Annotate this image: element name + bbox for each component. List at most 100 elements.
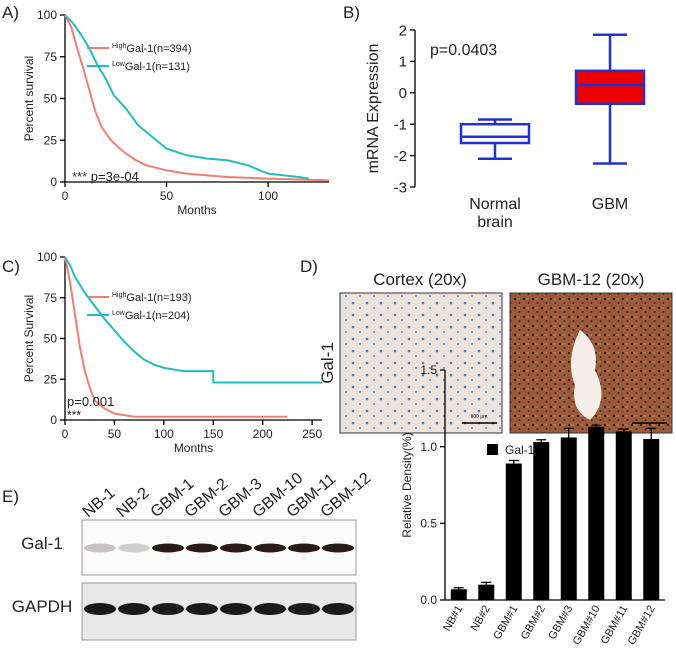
y-axis-label: mRNA Expression [365,44,382,174]
blot-band [288,543,320,553]
x-tick-label: 150 [203,427,223,441]
lane-label: NB-1 [80,485,119,522]
x-tick-label: 100 [154,427,174,441]
scale-label: 100 μm [471,414,488,420]
blot-band [322,543,354,553]
x-tick-label: 250 [302,427,322,441]
annotation: p=0.0403 [430,42,497,59]
y-axis-label: Percent Survival [22,295,36,382]
x-tick-label: 50 [108,427,122,441]
box [459,122,531,145]
blot-band [118,543,150,553]
blot-band [118,603,150,615]
x-tick-label: NB#1 [441,604,465,634]
box [574,69,646,106]
blot-band [152,603,184,615]
bar [505,463,522,600]
x-tick-label: 50 [160,189,174,203]
legend-label: HighGal-1(n=193) [112,292,192,304]
bar [588,426,605,600]
x-tick-label: 0 [62,427,69,441]
legend-label: LowGal-1(n=131) [112,61,190,73]
blot-band [152,543,184,553]
blot-band [254,543,286,553]
legend-swatch [487,444,498,455]
x-tick-label: GBM#12 [626,604,658,648]
x-tick-label: GBM#2 [519,604,548,642]
micrograph-void [571,330,602,420]
blot-band [254,603,286,615]
y-tick-label: 0.0 [420,593,437,607]
x-tick-label: NB#2 [469,604,493,634]
blot-band [186,603,218,615]
y-tick-label: -2 [394,148,407,165]
y-tick-label: 0 [399,85,407,102]
legend-label: Gal-1 [505,443,535,457]
legend-name: Gal-1(n=394) [126,43,191,55]
x-tick-label: 100 [258,189,278,203]
blot-band [84,603,116,615]
blot-band [84,543,116,553]
y-tick-label: 1.5 [420,363,437,377]
legend-sup: High [112,43,127,50]
annotation: *** p=3e-04 [72,169,139,184]
legend-label: LowGal-1(n=204) [112,310,190,322]
category-label: Normal brain [469,196,521,231]
legend-sup: High [112,292,127,299]
survival-curve [64,14,309,180]
y-axis-label: Relative Density(%) [400,432,414,537]
blot-band [288,603,320,615]
blot-band [220,603,252,615]
y-tick-label: -1 [394,116,407,133]
x-tick-label: GBM#1 [491,604,520,642]
y-tick-label: -3 [394,179,407,196]
bar [478,584,495,600]
x-tick-label: 0 [62,189,69,203]
y-tick-label: 75 [44,291,58,305]
category-label: GBM [591,196,629,213]
micrograph [339,292,503,434]
y-tick-label: 100 [37,250,57,264]
legend-sup: Low [112,310,126,317]
survival-curve [64,14,330,182]
blot-row-label: Gal-1 [21,534,63,553]
legend-name: Gal-1(n=204) [125,310,190,322]
y-tick-label: 100 [37,8,57,22]
y-tick-label: 0 [50,413,57,427]
y-tick-label: 25 [44,133,58,147]
y-tick-label: 1 [399,54,407,71]
blot-band [186,543,218,553]
y-tick-label: 50 [44,332,58,346]
x-axis-label: Months [174,441,213,455]
legend-label: HighGal-1(n=394) [112,43,192,55]
blot-band [322,603,354,615]
y-tick-label: 1.0 [420,440,437,454]
legend-name: Gal-1(n=131) [125,61,190,73]
x-tick-label: 200 [253,427,273,441]
bar [450,589,467,600]
x-axis-label: Months [177,203,216,217]
panel-label: D) [300,257,318,276]
y-tick-label: 75 [44,50,58,64]
bar [615,431,632,600]
lane-label: NB-2 [114,485,153,522]
x-tick-label: GBM#3 [546,604,575,642]
y-tick-label: 0 [50,175,57,189]
panel-label: E) [2,487,19,506]
annotation: *** [67,408,81,422]
legend-name: Gal-1(n=193) [126,292,191,304]
bar [643,439,660,600]
image-title: GBM-12 (20x) [538,270,645,289]
bar [560,437,577,600]
survival-curve [64,256,288,418]
y-tick-label: 50 [44,92,58,106]
y-tick-label: 2 [399,22,407,39]
bar [533,442,550,600]
y-tick-label: 0.5 [420,517,437,531]
panel-label: A) [2,3,19,22]
y-axis-label: Percent survival [22,56,36,141]
legend-sup: Low [112,61,126,68]
panel-label: B) [343,3,360,22]
